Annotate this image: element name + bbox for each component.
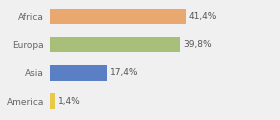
Text: 39,8%: 39,8% xyxy=(183,40,212,49)
Text: 17,4%: 17,4% xyxy=(110,68,138,77)
Text: 1,4%: 1,4% xyxy=(58,97,80,106)
Bar xyxy=(50,37,180,52)
Bar xyxy=(50,93,55,109)
Bar xyxy=(50,65,107,81)
Bar xyxy=(50,9,186,24)
Text: 41,4%: 41,4% xyxy=(188,12,217,21)
